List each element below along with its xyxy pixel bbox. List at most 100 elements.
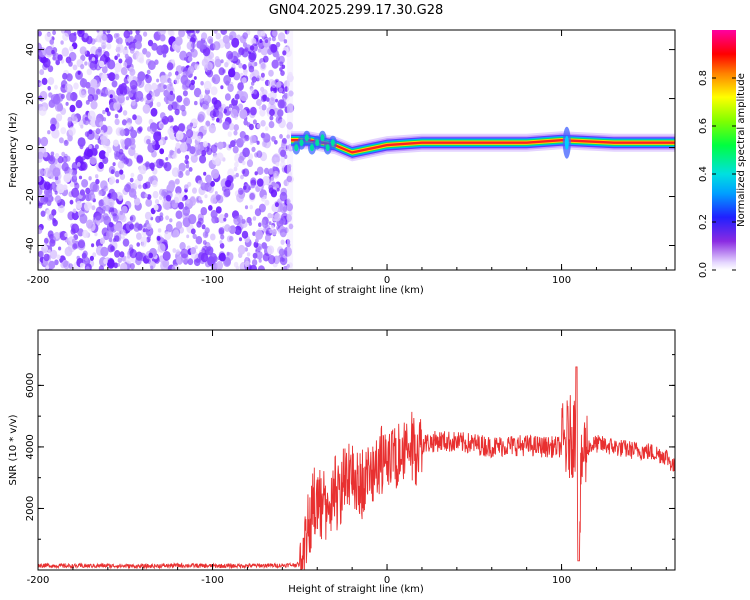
- noise-dot: [183, 57, 187, 61]
- noise-dot: [203, 171, 207, 176]
- noise-dot: [233, 124, 239, 131]
- noise-dot: [105, 58, 109, 63]
- noise-dot: [165, 215, 170, 221]
- noise-dot: [145, 198, 153, 207]
- noise-dot: [107, 259, 115, 269]
- colorbar-tick-label: 0.2: [698, 214, 709, 230]
- noise-dot: [249, 45, 255, 51]
- noise-dot: [68, 61, 73, 67]
- noise-dot: [79, 262, 84, 268]
- noise-dot: [85, 187, 91, 194]
- noise-dot: [241, 230, 249, 239]
- noise-dot: [219, 240, 223, 245]
- trace-blob-core: [310, 144, 314, 152]
- noise-dot: [202, 47, 211, 57]
- noise-dot: [261, 242, 267, 249]
- noise-dot: [40, 136, 49, 147]
- noise-dot: [96, 88, 101, 95]
- noise-dot: [103, 51, 110, 59]
- noise-dot: [108, 72, 116, 82]
- noise-dot: [184, 206, 188, 211]
- noise-dot: [250, 37, 257, 46]
- noise-dot: [216, 111, 224, 120]
- noise-dot: [230, 108, 238, 119]
- noise-dot: [203, 80, 212, 91]
- noise-dot: [84, 61, 88, 66]
- noise-dot: [259, 39, 263, 43]
- noise-dot: [47, 86, 51, 91]
- noise-dot: [157, 30, 166, 36]
- noise-dot: [156, 78, 160, 83]
- noise-dot: [130, 142, 136, 150]
- noise-dot: [88, 129, 93, 135]
- noise-dot: [69, 45, 74, 52]
- noise-dot: [206, 62, 213, 71]
- noise-dot: [270, 44, 278, 53]
- noise-dot: [103, 258, 108, 265]
- noise-dot: [38, 226, 43, 235]
- noise-dot: [268, 221, 272, 226]
- noise-dot: [280, 161, 286, 169]
- noise-dot: [73, 82, 79, 90]
- noise-dot: [252, 231, 256, 236]
- noise-dot: [82, 229, 89, 239]
- noise-dot: [213, 41, 221, 51]
- noise-dot: [258, 222, 262, 227]
- noise-dot: [196, 40, 204, 49]
- noise-dot: [43, 253, 50, 262]
- noise-dot: [89, 155, 97, 165]
- noise-dot: [168, 71, 172, 77]
- noise-dot: [182, 90, 188, 97]
- noise-dot: [280, 70, 285, 76]
- noise-dot: [72, 174, 78, 180]
- noise-dot: [210, 144, 218, 153]
- noise-dot: [54, 195, 62, 204]
- noise-dot: [118, 58, 123, 64]
- noise-dot: [130, 172, 135, 178]
- noise-dot: [228, 123, 235, 131]
- noise-dot: [71, 238, 76, 244]
- spectrogram-frame: [37, 29, 676, 271]
- noise-dot: [186, 124, 193, 132]
- noise-dot: [268, 97, 276, 106]
- noise-dot: [223, 217, 227, 222]
- noise-dot: [98, 60, 105, 68]
- noise-dot: [74, 182, 80, 190]
- noise-dot: [254, 171, 258, 176]
- noise-dot: [242, 160, 246, 166]
- noise-dot: [104, 152, 109, 158]
- noise-dot: [64, 140, 68, 145]
- noise-dot: [186, 69, 191, 75]
- noise-dot: [206, 69, 214, 78]
- noise-dot: [49, 239, 56, 247]
- noise-dot: [165, 100, 169, 105]
- noise-dot: [256, 98, 262, 107]
- noise-dot: [251, 76, 257, 83]
- noise-dot: [255, 229, 264, 240]
- noise-dot: [91, 205, 96, 211]
- noise-dot: [195, 30, 200, 34]
- noise-dot: [119, 169, 124, 175]
- noise-dot: [249, 264, 258, 270]
- noise-dot: [106, 30, 111, 34]
- noise-dot: [101, 73, 108, 82]
- noise-dot: [248, 186, 252, 191]
- noise-dot: [164, 202, 171, 211]
- noise-dot: [136, 154, 143, 163]
- noise-dot: [237, 82, 244, 91]
- noise-dot: [162, 53, 167, 58]
- noise-dot: [244, 205, 249, 210]
- noise-dot: [218, 106, 223, 113]
- noise-dot: [188, 82, 195, 91]
- trace-spike-core: [564, 135, 569, 150]
- noise-dot: [107, 198, 115, 208]
- noise-dot: [268, 168, 274, 175]
- noise-dot: [40, 244, 49, 254]
- noise-dot: [124, 184, 131, 193]
- noise-dot: [230, 140, 236, 148]
- noise-dot: [195, 236, 203, 245]
- noise-dot: [99, 135, 108, 146]
- noise-dot: [241, 218, 246, 224]
- noise-dot: [146, 93, 152, 101]
